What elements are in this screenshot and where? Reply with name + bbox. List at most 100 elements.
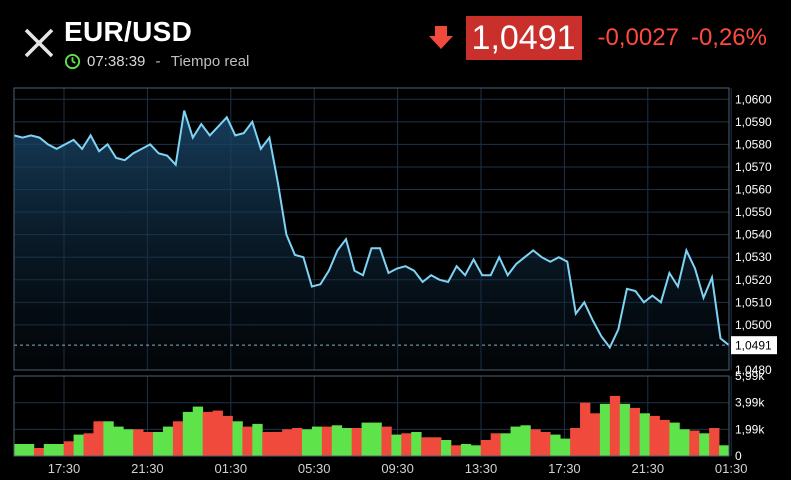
volume-bar bbox=[520, 425, 531, 456]
volume-axis: 5,99k 3,99k 1,99k 0 bbox=[735, 369, 765, 463]
price-tick-label: 1,0520 bbox=[735, 273, 772, 287]
time-tick-label: 01:30 bbox=[715, 461, 748, 476]
volume-bar bbox=[222, 415, 233, 456]
volume-bar bbox=[202, 411, 214, 456]
current-price: 1,0491 bbox=[465, 16, 582, 60]
price-tick-label: 1,0570 bbox=[735, 160, 772, 174]
volume-bar bbox=[252, 423, 263, 456]
instrument-title: EUR/USD bbox=[64, 16, 193, 47]
time-tick-label: 09:30 bbox=[381, 461, 414, 476]
volume-bar bbox=[301, 429, 313, 456]
volume-bar bbox=[311, 426, 323, 456]
price-tick-label: 1,0590 bbox=[735, 115, 772, 129]
clock-icon bbox=[64, 53, 81, 70]
volume-bar bbox=[649, 415, 660, 456]
price-tick-label: 1,0540 bbox=[735, 228, 772, 242]
volume-bar bbox=[719, 445, 730, 456]
volume-bar bbox=[63, 441, 74, 456]
volume-bar bbox=[659, 419, 670, 456]
quote-time: 07:38:39 bbox=[87, 53, 146, 70]
volume-bar bbox=[490, 433, 501, 456]
volume-bar bbox=[331, 425, 343, 456]
volume-bar bbox=[113, 426, 124, 456]
volume-bar bbox=[371, 422, 382, 456]
price-tick-label: 1,0510 bbox=[735, 295, 772, 309]
volume-bar bbox=[272, 432, 283, 456]
price-tick-label: 1,0600 bbox=[735, 92, 772, 106]
price-tick-label: 1,0530 bbox=[735, 250, 772, 264]
volume-bar bbox=[192, 406, 204, 456]
volume-bar bbox=[162, 426, 174, 456]
price-tick-label: 1,0500 bbox=[735, 318, 772, 332]
close-button[interactable] bbox=[22, 26, 56, 60]
volume-bar bbox=[292, 428, 303, 456]
price-area bbox=[14, 110, 729, 370]
volume-bar bbox=[143, 432, 154, 456]
volume-bar bbox=[580, 402, 591, 456]
arrow-down-icon bbox=[428, 26, 453, 49]
volume-bar bbox=[460, 444, 472, 456]
price-tick-label: 1,0550 bbox=[735, 205, 772, 219]
volume-bar bbox=[23, 444, 35, 456]
volume-bar bbox=[669, 422, 680, 456]
volume-bar bbox=[43, 444, 55, 456]
volume-bar bbox=[500, 433, 511, 456]
price-line bbox=[13, 110, 730, 350]
volume-bar bbox=[391, 434, 402, 456]
volume-bar bbox=[262, 432, 273, 456]
volume-bar bbox=[441, 440, 452, 456]
volume-bar bbox=[341, 428, 353, 456]
volume-bar bbox=[431, 437, 442, 456]
volume-tick-label: 3,99k bbox=[735, 396, 765, 410]
quote-header: EUR/USD 07:38:39 - Tiempo real 1,0491 -0… bbox=[0, 0, 791, 86]
close-icon bbox=[24, 28, 54, 58]
volume-bar bbox=[33, 448, 45, 456]
volume-bar bbox=[401, 433, 412, 456]
price-change: -0,0027 bbox=[597, 24, 679, 51]
volume-bar bbox=[550, 434, 561, 456]
volume-bar bbox=[570, 428, 581, 456]
volume-bar bbox=[510, 426, 521, 456]
volume-bar bbox=[53, 444, 65, 456]
volume-bar bbox=[560, 438, 571, 456]
volume-bar bbox=[530, 429, 541, 456]
volume-bar bbox=[450, 445, 462, 456]
volume-tick-label: 1,99k bbox=[735, 422, 765, 436]
volume-bar bbox=[232, 421, 243, 456]
volume-bar bbox=[411, 432, 422, 456]
volume-bar bbox=[153, 432, 164, 456]
volume-tick-label: 0 bbox=[735, 449, 742, 463]
volume-bar bbox=[639, 413, 650, 456]
price-change-percent: -0,26% bbox=[690, 24, 767, 51]
time-axis: 17:30 21:30 01:30 05:30 09:30 13:30 17:30 21:30… bbox=[48, 461, 748, 476]
volume-bar bbox=[629, 407, 641, 456]
quote-timestamp: 07:38:39 - Tiempo real bbox=[64, 53, 249, 70]
volume-bars bbox=[14, 395, 730, 456]
volume-bar bbox=[83, 433, 94, 456]
volume-bar bbox=[679, 429, 690, 456]
volume-bar bbox=[609, 395, 621, 456]
volume-bar bbox=[480, 440, 492, 456]
last-price-label: 1,0491 bbox=[731, 336, 777, 355]
volume-bar bbox=[540, 432, 551, 456]
volume-bar bbox=[212, 410, 223, 456]
price-tick-label: 1,0480 bbox=[735, 363, 772, 377]
volume-bar bbox=[619, 403, 631, 456]
volume-bar bbox=[73, 434, 84, 456]
volume-bar bbox=[182, 411, 194, 456]
volume-bar bbox=[123, 429, 134, 456]
volume-bar bbox=[689, 430, 700, 456]
volume-bar bbox=[242, 426, 253, 456]
time-tick-label: 21:30 bbox=[632, 461, 665, 476]
price-axis: 1,0600 1,0590 1,0580 1,0570 1,0560 1,0550 1,05… bbox=[735, 92, 772, 377]
volume-bar bbox=[351, 428, 362, 456]
volume-bar bbox=[103, 421, 114, 456]
volume-bar bbox=[421, 437, 432, 456]
quote-mode: Tiempo real bbox=[170, 53, 250, 70]
volume-bar bbox=[172, 421, 184, 456]
volume-bar bbox=[709, 428, 720, 456]
price-tick-label: 1,0560 bbox=[735, 183, 772, 197]
volume-bar bbox=[321, 426, 333, 456]
volume-panel-border bbox=[13, 375, 730, 457]
